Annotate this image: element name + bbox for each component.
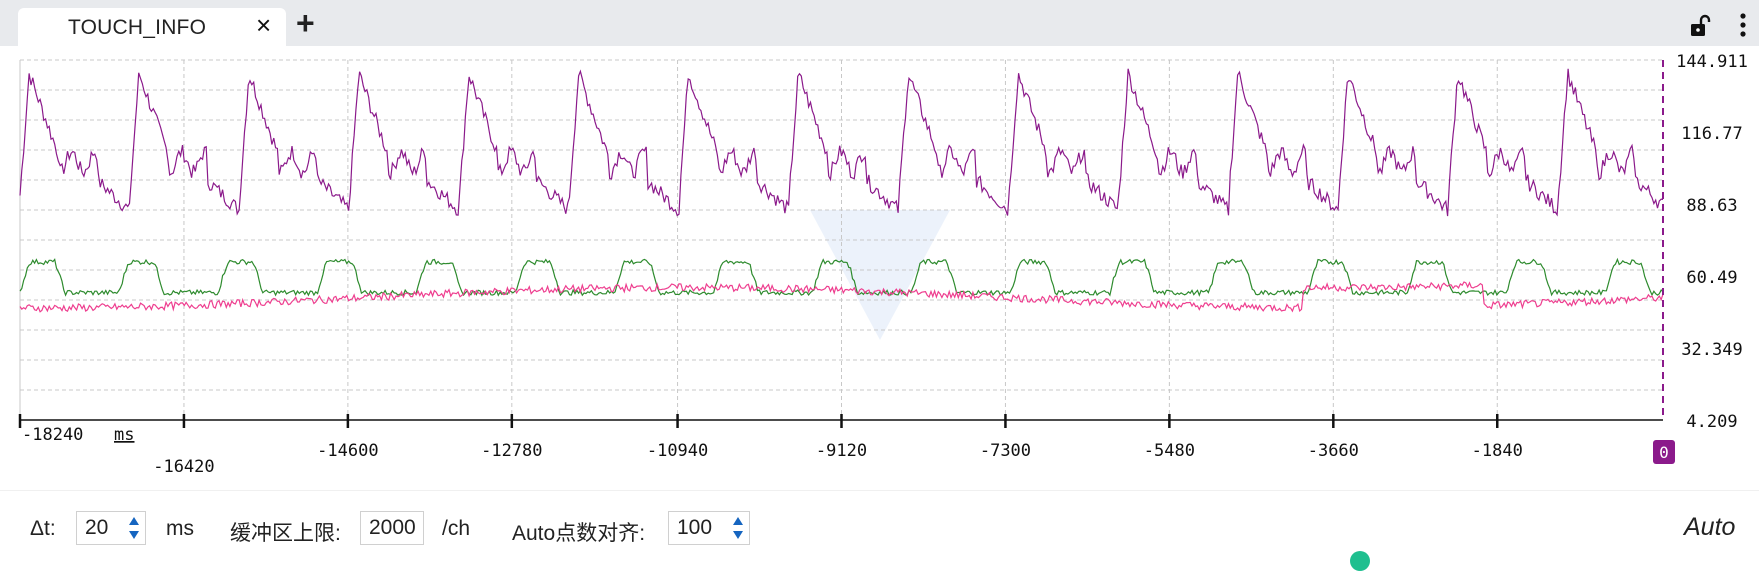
- x-tick-label: -7300: [980, 441, 1031, 461]
- more-menu-icon[interactable]: [1736, 12, 1750, 38]
- x-tick-label: -10940: [647, 441, 708, 461]
- plot-series: [19, 68, 1664, 313]
- auto-align-spinbox[interactable]: 100: [668, 511, 750, 545]
- x-tick-label: -14600: [317, 441, 378, 461]
- y-tick-label: 4.209: [1686, 412, 1737, 432]
- auto-align-value: 100: [677, 516, 713, 539]
- x-tick-label: -3660: [1308, 441, 1359, 461]
- series-line-0: [19, 68, 1664, 217]
- x-tick-label: -16420: [153, 457, 214, 477]
- x-unit-label: ms: [114, 425, 134, 445]
- buffer-input[interactable]: 2000: [360, 511, 424, 545]
- dt-unit: ms: [166, 517, 194, 540]
- close-icon[interactable]: ×: [256, 10, 272, 40]
- dt-label: Δt:: [30, 517, 56, 540]
- spin-arrows-icon[interactable]: [127, 514, 141, 542]
- y-tick-label: 144.911: [1676, 52, 1748, 72]
- cursor-badge: [1653, 440, 1675, 464]
- tab-touch-info[interactable]: TOUCH_INFO ×: [18, 8, 286, 46]
- tab-bar: TOUCH_INFO × +: [0, 0, 1759, 46]
- y-tick-label: 88.63: [1686, 196, 1737, 216]
- y-axis: 144.911 116.77 88.63 60.49 32.349 4.209: [1676, 52, 1748, 432]
- auto-align-label: Auto点数对齐:: [512, 522, 646, 545]
- y-tick-label: 116.77: [1681, 124, 1742, 144]
- x-tick-label: -9120: [816, 441, 867, 461]
- x-tick-label: -5480: [1144, 441, 1195, 461]
- y-tick-label: 60.49: [1686, 268, 1737, 288]
- buffer-unit: /ch: [442, 517, 471, 540]
- watermark-logo-icon: [810, 210, 950, 340]
- controls-bar: Δt: 20 ms 缓冲区上限: 2000 /ch Auto点数对齐: 100 …: [0, 490, 1759, 571]
- dt-spinbox[interactable]: 20: [76, 511, 146, 545]
- y-tick-label: 32.349: [1681, 340, 1742, 360]
- series-line-2: [19, 281, 1664, 313]
- cursor-value: 0: [1659, 443, 1669, 462]
- plot-grid: [19, 59, 1663, 421]
- auto-button[interactable]: Auto: [1684, 513, 1736, 541]
- add-tab-icon[interactable]: +: [296, 5, 315, 41]
- spin-arrows-icon[interactable]: [731, 514, 745, 542]
- buffer-label: 缓冲区上限:: [230, 522, 341, 545]
- dt-value: 20: [85, 516, 109, 539]
- tab-label: TOUCH_INFO: [68, 16, 207, 39]
- waveform-plot[interactable]: -18240 -16420 -14600 -12780 -10940 -9120 -7300…: [0, 46, 1759, 490]
- x-tick-label: -12780: [481, 441, 542, 461]
- x-tick-label: -18240: [22, 425, 83, 445]
- series-line-1: [19, 257, 1664, 297]
- status-dot: [1350, 551, 1370, 571]
- x-axis: -18240 -16420 -14600 -12780 -10940 -9120 -7300…: [18, 414, 1663, 477]
- x-tick-label: -1840: [1472, 441, 1523, 461]
- buffer-value: 2000: [369, 516, 416, 539]
- unlock-icon[interactable]: [1688, 14, 1712, 38]
